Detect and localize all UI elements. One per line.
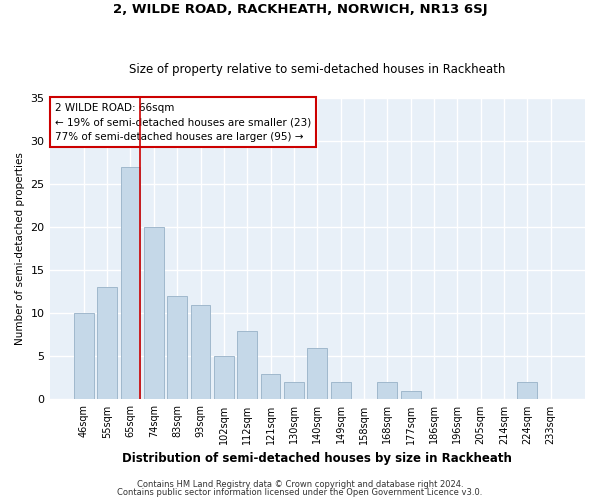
Bar [97,288,117,400]
Bar [517,382,538,400]
Bar [238,330,257,400]
Text: Contains HM Land Registry data © Crown copyright and database right 2024.: Contains HM Land Registry data © Crown c… [137,480,463,489]
Bar [191,304,211,400]
Text: 2 WILDE ROAD: 66sqm
← 19% of semi-detached houses are smaller (23)
77% of semi-d: 2 WILDE ROAD: 66sqm ← 19% of semi-detach… [55,102,311,142]
Title: Size of property relative to semi-detached houses in Rackheath: Size of property relative to semi-detach… [129,63,505,76]
X-axis label: Distribution of semi-detached houses by size in Rackheath: Distribution of semi-detached houses by … [122,452,512,465]
Bar [377,382,397,400]
Bar [331,382,350,400]
Bar [260,374,280,400]
Bar [167,296,187,400]
Text: 2, WILDE ROAD, RACKHEATH, NORWICH, NR13 6SJ: 2, WILDE ROAD, RACKHEATH, NORWICH, NR13 … [113,2,487,16]
Text: Contains public sector information licensed under the Open Government Licence v3: Contains public sector information licen… [118,488,482,497]
Bar [284,382,304,400]
Bar [307,348,327,400]
Bar [74,314,94,400]
Y-axis label: Number of semi-detached properties: Number of semi-detached properties [15,152,25,345]
Bar [144,227,164,400]
Bar [401,391,421,400]
Bar [214,356,234,400]
Bar [121,167,140,400]
